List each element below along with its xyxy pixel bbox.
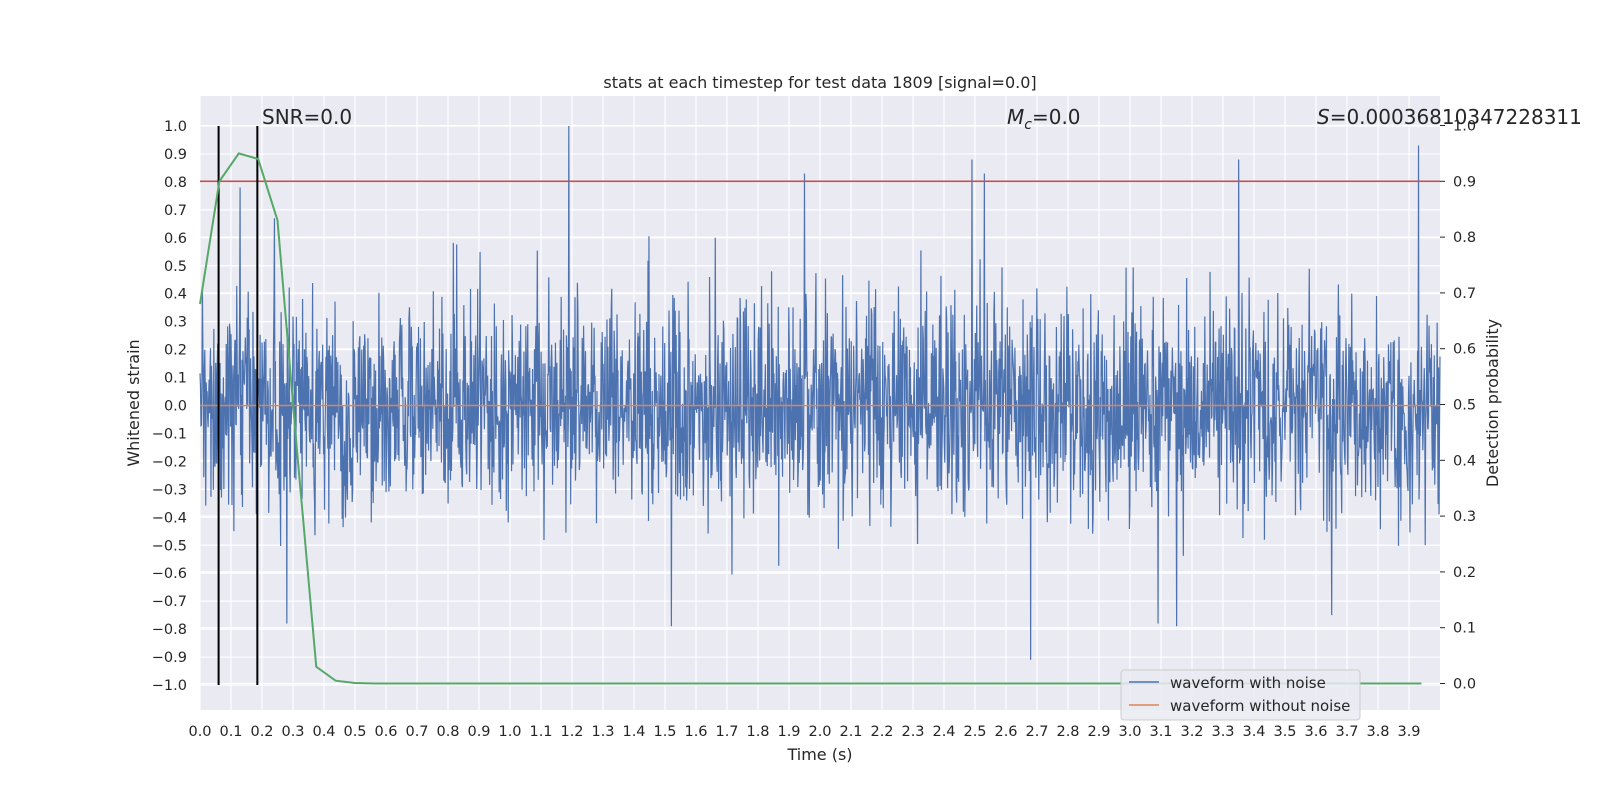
x-tick-label: 3.1 xyxy=(1149,724,1172,740)
x-tick-label: 3.2 xyxy=(1180,724,1203,740)
y-right-tick-label: 0.6 xyxy=(1453,342,1476,358)
legend-box xyxy=(1120,669,1361,721)
x-tick-label: 2.6 xyxy=(994,724,1017,740)
x-tick-label: 3.0 xyxy=(1118,724,1141,740)
y-left-tick-label: 0.3 xyxy=(164,315,187,331)
y-left-tick-label: −0.1 xyxy=(152,426,187,442)
y-right-tick-label: 0.1 xyxy=(1453,621,1476,637)
x-tick-label: 0.1 xyxy=(219,724,242,740)
waveform-with-noise-line xyxy=(199,125,1441,660)
x-tick-label: 1.1 xyxy=(529,724,552,740)
x-tick-label: 0.5 xyxy=(343,724,366,740)
x-tick-label: 3.4 xyxy=(1242,724,1265,740)
chirp-mass-symbol: M xyxy=(1007,105,1024,129)
x-axis-label: Time (s) xyxy=(786,745,852,764)
y-left-tick-label: −0.6 xyxy=(152,566,187,582)
x-tick-label: 1.2 xyxy=(560,724,583,740)
detection-probability-line xyxy=(199,152,1422,685)
y-axis-right-label: Detection probability xyxy=(1483,319,1502,487)
x-tick-label: 3.9 xyxy=(1397,724,1420,740)
legend-label-noise: waveform with noise xyxy=(1170,674,1326,692)
snr-annotation: SNR=0.0 xyxy=(262,105,352,129)
y-left-tick-label: −1.0 xyxy=(152,678,187,694)
y-right-tick-label: 0.3 xyxy=(1453,509,1476,525)
x-tick-label: 2.0 xyxy=(808,724,831,740)
y-left-tick-label: 0.2 xyxy=(164,343,187,359)
y-axis-right-ticks: 1.0 0.9 0.8 0.7 0.6 0.5 0.4 0.3 0.2 0.1 0.0 xyxy=(1440,119,1476,693)
y-left-tick-label: −0.5 xyxy=(152,538,187,554)
y-right-tick-label: 1.0 xyxy=(1453,119,1476,135)
x-tick-label: 2.8 xyxy=(1056,724,1079,740)
s-value: =0.00036810347228311 xyxy=(1330,105,1582,129)
y-right-tick-label: 0.2 xyxy=(1453,565,1476,581)
x-tick-label: 3.6 xyxy=(1304,724,1327,740)
y-right-tick-label: 0.4 xyxy=(1453,453,1476,469)
x-tick-label: 1.4 xyxy=(622,724,645,740)
x-tick-label: 3.3 xyxy=(1211,724,1234,740)
x-tick-label: 0.0 xyxy=(188,724,211,740)
legend-label-clean: waveform without noise xyxy=(1170,697,1350,715)
chart-title: stats at each timestep for test data 180… xyxy=(603,73,1036,92)
y-left-tick-label: 0.9 xyxy=(164,147,187,163)
y-right-tick-label: 0.9 xyxy=(1453,174,1476,190)
x-tick-label: 0.3 xyxy=(281,724,304,740)
chirp-mass-value: =0.0 xyxy=(1032,105,1081,129)
x-tick-label: 1.5 xyxy=(653,724,676,740)
y-right-tick-label: 0.0 xyxy=(1453,677,1476,693)
y-left-tick-label: 0.8 xyxy=(164,175,187,191)
x-tick-label: 2.9 xyxy=(1087,724,1110,740)
x-tick-label: 2.2 xyxy=(870,724,893,740)
y-axis-left-label: Whitened strain xyxy=(124,339,143,466)
x-tick-label: 1.7 xyxy=(715,724,738,740)
y-left-tick-label: −0.2 xyxy=(152,454,187,470)
y-left-tick-label: 0.7 xyxy=(164,203,187,219)
y-left-tick-label: −0.4 xyxy=(152,510,187,526)
x-tick-label: 2.3 xyxy=(901,724,924,740)
x-tick-label: 2.4 xyxy=(932,724,955,740)
x-tick-label: 0.9 xyxy=(467,724,490,740)
x-tick-label: 1.6 xyxy=(684,724,707,740)
y-right-tick-label: 0.5 xyxy=(1453,398,1476,414)
y-left-tick-label: 0.0 xyxy=(164,399,187,415)
x-tick-label: 3.5 xyxy=(1273,724,1296,740)
x-tick-label: 3.8 xyxy=(1366,724,1389,740)
x-tick-label: 1.9 xyxy=(777,724,800,740)
x-axis-ticks: 0.0 0.1 0.2 0.3 0.4 0.5 0.6 0.7 0.8 0.9 1.0 1.1 1.2 1… xyxy=(188,724,1420,740)
y-right-tick-label: 0.7 xyxy=(1453,286,1476,302)
x-tick-label: 0.2 xyxy=(250,724,273,740)
x-tick-label: 1.3 xyxy=(591,724,614,740)
y-left-tick-label: −0.7 xyxy=(152,594,187,610)
x-tick-label: 0.4 xyxy=(312,724,335,740)
x-tick-label: 0.8 xyxy=(436,724,459,740)
x-tick-label: 2.7 xyxy=(1025,724,1048,740)
overlays xyxy=(199,126,1440,685)
y-left-tick-label: 0.6 xyxy=(164,231,187,247)
y-right-tick-label: 0.8 xyxy=(1453,230,1476,246)
y-left-tick-label: −0.9 xyxy=(152,650,187,666)
x-tick-label: 1.0 xyxy=(498,724,521,740)
x-tick-label: 1.8 xyxy=(746,724,769,740)
y-left-tick-label: 0.1 xyxy=(164,371,187,387)
y-left-tick-label: 0.5 xyxy=(164,259,187,275)
chirp-mass-subscript: c xyxy=(1024,117,1032,133)
y-left-tick-label: −0.3 xyxy=(152,482,187,498)
y-left-tick-label: −0.8 xyxy=(152,622,187,638)
x-tick-label: 2.5 xyxy=(963,724,986,740)
x-tick-label: 2.1 xyxy=(839,724,862,740)
legend: waveform with noise waveform without noi… xyxy=(1120,669,1361,721)
y-axis-left-ticks: 1.0 0.9 0.8 0.7 0.6 0.5 0.4 0.3 0.2 0.1 0.0 −0.1 −0.… xyxy=(152,119,187,694)
s-symbol: S xyxy=(1317,105,1330,129)
y-left-tick-label: 1.0 xyxy=(164,119,187,135)
y-left-tick-label: 0.4 xyxy=(164,287,187,303)
s-annotation: S=0.00036810347228311 xyxy=(1317,105,1582,129)
x-tick-label: 3.7 xyxy=(1335,724,1358,740)
x-tick-label: 0.6 xyxy=(374,724,397,740)
waveform-with-noise-series xyxy=(199,125,1441,660)
chirp-mass-annotation: Mc=0.0 xyxy=(1007,105,1081,133)
x-tick-label: 0.7 xyxy=(405,724,428,740)
